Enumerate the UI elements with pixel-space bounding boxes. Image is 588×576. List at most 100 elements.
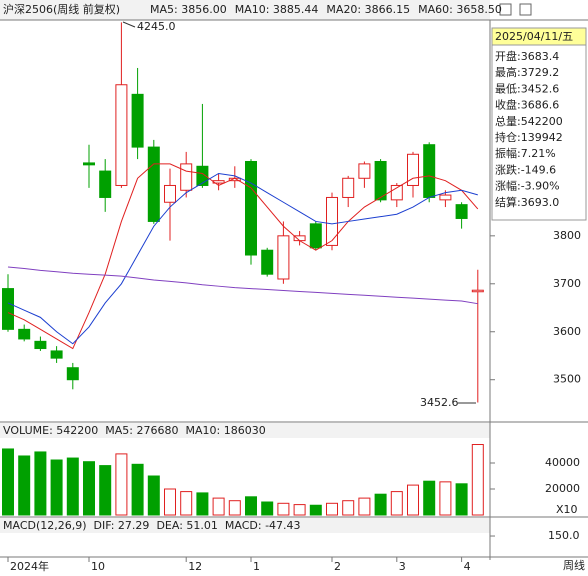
volume-legend: VOLUME: 542200 bbox=[3, 424, 98, 437]
option-icon[interactable] bbox=[519, 3, 532, 16]
volume-tick-label: 20000 bbox=[545, 482, 580, 495]
high-annotation: 4245.0 bbox=[137, 20, 176, 33]
volume-bar bbox=[66, 457, 79, 516]
info-line: 持仓:139942 bbox=[495, 130, 563, 144]
header-bar bbox=[0, 0, 490, 20]
info-line: 最高:3729.2 bbox=[495, 65, 559, 79]
y-tick-label: 3800 bbox=[553, 229, 581, 242]
volume-bar bbox=[471, 444, 484, 516]
info-line: 结算:3693.0 bbox=[495, 195, 559, 209]
volume-bar bbox=[309, 504, 322, 516]
volume-bar bbox=[131, 463, 144, 516]
macd-legend: MACD: -47.43 bbox=[225, 519, 301, 532]
candle-body bbox=[147, 146, 160, 222]
candle-body bbox=[374, 160, 387, 201]
volume-bar bbox=[2, 448, 14, 516]
ma-legend: MA5: 3856.00 bbox=[150, 3, 227, 16]
macd-tick-label: 150.0 bbox=[548, 529, 580, 542]
ma-legend: MA60: 3658.50 bbox=[418, 3, 502, 16]
candle-body bbox=[180, 163, 193, 191]
candle-body bbox=[34, 340, 47, 350]
volume-bar bbox=[115, 453, 128, 516]
volume-bar bbox=[407, 484, 419, 516]
candle-body bbox=[164, 184, 176, 203]
volume-bar bbox=[99, 465, 112, 516]
macd-legend: DEA: 51.01 bbox=[156, 519, 217, 532]
candle-body bbox=[326, 196, 338, 246]
x-tick-label: 4 bbox=[464, 560, 471, 573]
info-line: 总量:542200 bbox=[495, 114, 563, 128]
y-tick-label: 3500 bbox=[553, 373, 581, 386]
info-panel bbox=[491, 44, 587, 221]
x-tick-label: 10 bbox=[91, 560, 105, 573]
volume-bar bbox=[439, 481, 452, 516]
period-label: 周线 bbox=[563, 558, 585, 572]
macd-legend: MACD(12,26,9) bbox=[3, 519, 87, 532]
y-tick-label: 3700 bbox=[553, 277, 581, 290]
ma-line bbox=[7, 172, 478, 345]
candle-body bbox=[131, 93, 144, 148]
volume-bar bbox=[342, 500, 355, 516]
volume-unit: X10 bbox=[556, 503, 578, 516]
macd-legend: DIF: 27.29 bbox=[94, 519, 150, 532]
info-line: 涨幅:-3.90% bbox=[495, 180, 560, 193]
ma-line bbox=[7, 266, 478, 305]
candle-body bbox=[99, 170, 112, 198]
candle-body bbox=[439, 194, 452, 201]
info-line: 振幅:7.21% bbox=[495, 146, 556, 160]
instrument-title: 沪深2506(周线 前复权) bbox=[3, 2, 120, 16]
candle-body bbox=[18, 328, 31, 340]
info-date: 2025/04/11/五 bbox=[495, 30, 573, 43]
candle-body bbox=[390, 184, 403, 201]
info-line: 收盘:3686.6 bbox=[495, 98, 559, 112]
volume-bar bbox=[423, 480, 436, 516]
volume-bar bbox=[228, 500, 241, 516]
low-annotation: 3452.6 bbox=[420, 396, 459, 409]
candle-body bbox=[342, 177, 355, 198]
candle-body bbox=[83, 162, 95, 166]
x-tick-label: 1 bbox=[253, 560, 260, 573]
volume-bar bbox=[180, 491, 193, 516]
volume-bar bbox=[83, 461, 95, 516]
candle-body bbox=[2, 288, 14, 330]
candle-body bbox=[423, 144, 436, 198]
x-tick-label: 2024年 bbox=[10, 559, 49, 573]
info-line: 涨跌:-149.6 bbox=[495, 162, 556, 176]
info-line: 开盘:3683.4 bbox=[495, 49, 559, 63]
volume-header-bar bbox=[0, 423, 490, 438]
volume-bar bbox=[261, 501, 274, 516]
candle-body bbox=[358, 163, 371, 179]
volume-legend: MA10: 186030 bbox=[185, 424, 265, 437]
x-tick-label: 3 bbox=[399, 560, 406, 573]
annotation-arrow bbox=[122, 21, 136, 28]
volume-bar bbox=[147, 475, 160, 516]
volume-bar bbox=[358, 497, 371, 516]
y-tick-label: 3600 bbox=[553, 325, 581, 338]
settings-icon[interactable] bbox=[499, 3, 512, 16]
candle-body bbox=[277, 235, 290, 280]
volume-bar bbox=[390, 491, 403, 516]
volume-tick-label: 40000 bbox=[545, 456, 580, 469]
candle-body bbox=[66, 367, 79, 381]
header-icons[interactable] bbox=[499, 3, 532, 16]
candle-body bbox=[245, 160, 257, 256]
candle-body bbox=[196, 165, 209, 186]
macd-header-bar bbox=[0, 518, 490, 533]
volume-bar bbox=[34, 451, 47, 516]
candle-body bbox=[407, 153, 419, 186]
ma-legend: MA20: 3866.15 bbox=[326, 3, 410, 16]
volume-bar bbox=[326, 502, 338, 516]
x-tick-label: 2 bbox=[334, 560, 341, 573]
volume-bar bbox=[374, 493, 387, 516]
ma-line bbox=[7, 163, 479, 350]
volume-bar bbox=[277, 502, 290, 516]
candle-body bbox=[115, 84, 128, 186]
x-tick-label: 12 bbox=[188, 560, 202, 573]
candle-body bbox=[261, 249, 274, 275]
candle-body bbox=[471, 289, 484, 293]
volume-bar bbox=[50, 459, 63, 516]
volume-bar bbox=[455, 483, 468, 516]
candle-body bbox=[455, 204, 468, 219]
volume-bar bbox=[245, 496, 257, 516]
